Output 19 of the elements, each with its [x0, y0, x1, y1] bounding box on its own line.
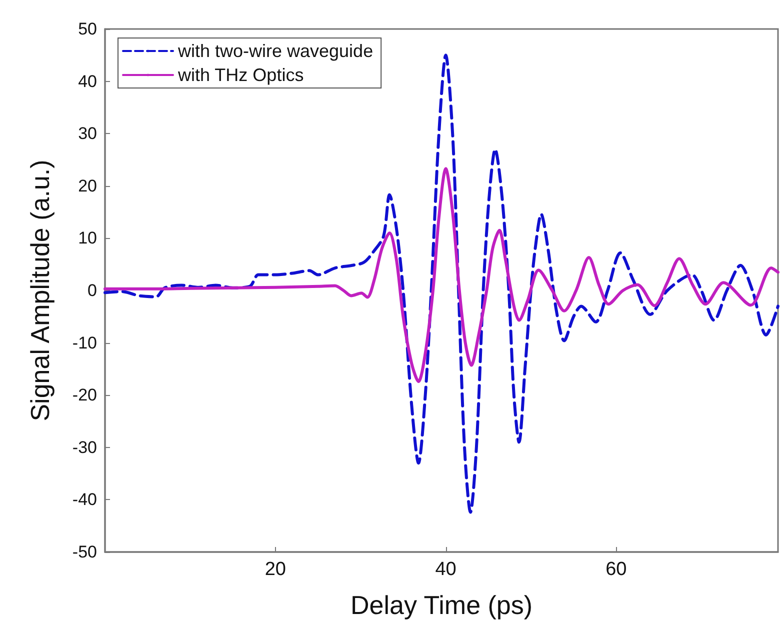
- y-tick-label: 20: [78, 176, 97, 196]
- y-tick-label: -10: [72, 333, 97, 352]
- y-tick-label: -50: [72, 542, 97, 562]
- x-axis-title: Delay Time (ps): [350, 590, 533, 620]
- y-tick-label: 10: [78, 228, 97, 248]
- legend-label: with THz Optics: [177, 65, 304, 85]
- y-axis-title: Signal Amplitude (a.u.): [25, 160, 55, 422]
- legend-label: with two-wire waveguide: [177, 41, 374, 61]
- y-tick-label: 0: [88, 281, 97, 300]
- x-tick-label: 40: [435, 559, 456, 580]
- x-tick-label: 60: [606, 559, 627, 580]
- y-tick-label: 40: [78, 72, 97, 91]
- y-tick-label: 50: [78, 20, 97, 38]
- y-tick-label: -20: [72, 386, 97, 405]
- line-series: [104, 167, 780, 383]
- x-tick-label: 20: [264, 559, 286, 580]
- y-tick-label: -30: [72, 438, 97, 457]
- y-tick-label: -40: [72, 490, 97, 510]
- y-tick-label: 30: [78, 124, 97, 144]
